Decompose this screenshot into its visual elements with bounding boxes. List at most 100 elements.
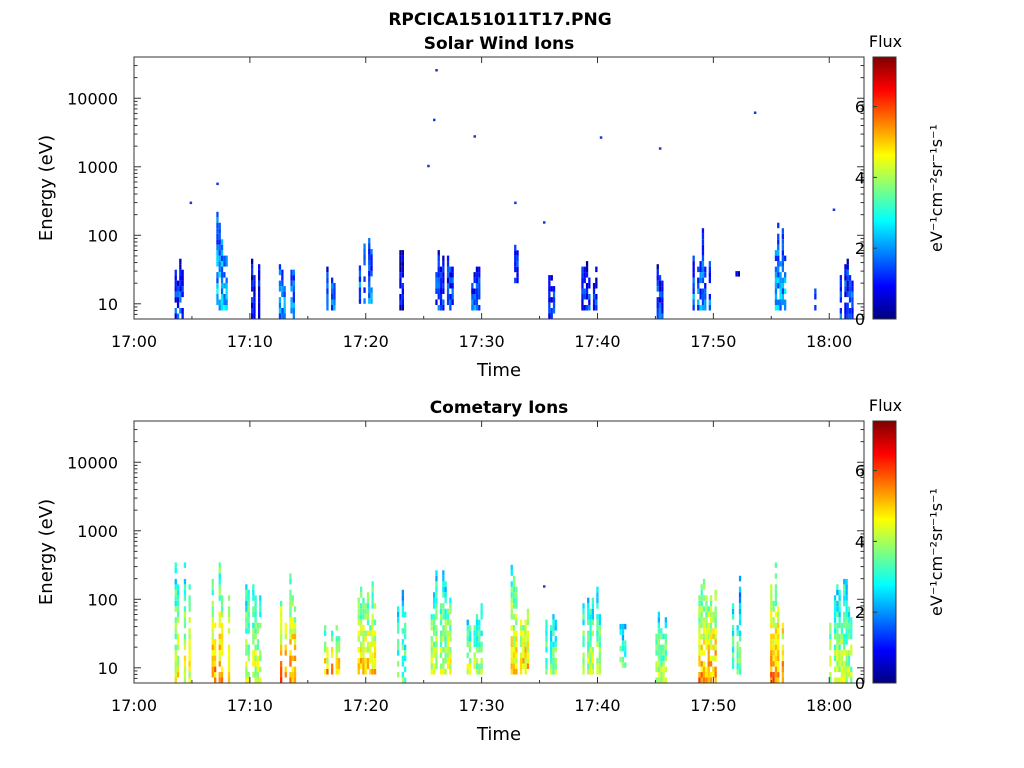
spectrogram-cell: [397, 622, 400, 629]
spectrogram-cell: [770, 644, 773, 651]
spectrogram-cell: [524, 647, 527, 653]
spectrogram-cell: [360, 619, 363, 626]
spectrogram-cell: [598, 625, 601, 631]
spectrogram-cell: [838, 633, 841, 640]
spectrogram-cell: [259, 677, 262, 683]
spectrogram-cell: [656, 264, 659, 270]
spectrogram-cell: [254, 633, 257, 640]
colorbar-unit-label: eV⁻¹cm⁻²sr⁻¹s⁻¹: [927, 488, 946, 616]
spectrogram-cell: [587, 669, 590, 675]
spectrogram-cell: [844, 280, 847, 287]
colorbar: [872, 56, 897, 320]
spectrogram-cell: [596, 663, 599, 669]
spectrogram-cell: [589, 619, 592, 626]
spectrogram-cell: [281, 308, 284, 314]
spectrogram-cell: [292, 280, 295, 287]
x-tick-label: 17:50: [690, 332, 736, 351]
spectrogram-cell: [550, 308, 553, 314]
spectrogram-cell: [698, 633, 701, 640]
spectrogram-cell: [404, 628, 407, 634]
spectrogram-cell: [289, 578, 292, 585]
spectrogram-cell: [176, 606, 180, 612]
spectrogram-cell: [451, 283, 454, 289]
spectrogram-cell: [188, 639, 191, 645]
spectrogram-cell: [253, 286, 256, 292]
spectrogram-cell: [839, 297, 842, 303]
spectrogram-cell: [581, 299, 584, 305]
spectrogram-cell: [291, 677, 294, 683]
spectrogram-cell: [439, 652, 443, 658]
spectrogram-cell: [582, 608, 585, 615]
spectrogram-cell: [514, 255, 517, 262]
spectrogram-cell: [360, 614, 363, 620]
spectrogram-cell: [220, 677, 224, 683]
spectrogram-cell: [772, 672, 775, 678]
spectrogram-cell: [433, 603, 436, 609]
spectrogram-cell: [587, 663, 590, 669]
spectrogram-cell: [708, 266, 711, 273]
spectrogram-cell: [289, 573, 292, 579]
spectrogram-cell: [366, 619, 370, 626]
spectrogram-cell: [220, 650, 224, 656]
spectrogram-cell: [591, 614, 594, 620]
spectrogram-cell: [446, 272, 450, 278]
spectrogram-cell: [515, 586, 518, 593]
spectrogram-cell: [660, 633, 663, 640]
spectrogram-cell: [293, 633, 297, 640]
spectrogram-cell: [446, 652, 450, 658]
spectrogram-cell: [838, 617, 841, 623]
spectrogram-cell: [290, 269, 293, 276]
spectrogram-cell: [554, 663, 557, 669]
spectrogram-cell: [545, 641, 548, 648]
spectrogram-cell: [446, 636, 450, 642]
spectrogram-cell: [466, 652, 469, 658]
spectrogram-cell: [214, 639, 217, 645]
spectrogram-cell: [550, 658, 553, 664]
spectrogram-cell: [289, 600, 292, 607]
spectrogram-cell: [358, 276, 362, 282]
spectrogram-cell: [777, 672, 780, 678]
spectrogram-cell: [258, 291, 261, 298]
spectrogram-cell: [838, 655, 841, 662]
spectrogram-cell: [784, 272, 787, 278]
spectrogram-cell: [774, 666, 778, 673]
spectrogram-cell: [777, 250, 780, 256]
spectrogram-cell: [692, 294, 695, 300]
spectrogram-cell: [280, 633, 283, 640]
spectrogram-cell: [548, 291, 551, 298]
spectrogram-cell: [220, 606, 224, 612]
spectrogram-cell: [774, 573, 778, 579]
spectrogram-cell: [512, 658, 516, 664]
spectrogram-cell: [774, 283, 778, 289]
spectrogram-cell: [772, 644, 775, 651]
spectrogram-cell: [176, 644, 180, 651]
spectrogram-cell: [435, 641, 438, 648]
spectrogram-cell: [662, 666, 665, 673]
spectrogram-cell: [512, 575, 516, 582]
spectrogram-cell: [595, 266, 598, 273]
spectrogram-cell: [401, 611, 404, 618]
spectrogram-cell: [401, 288, 404, 294]
spectrogram-cell: [585, 261, 589, 267]
plot-area-frame: [133, 420, 865, 684]
spectrogram-cell: [478, 283, 481, 289]
sparse-data-point: [473, 135, 476, 138]
spectrogram-cell: [585, 305, 589, 311]
spectrogram-cell: [174, 650, 177, 656]
spectrogram-cell: [836, 628, 839, 634]
spectrogram-cell: [404, 644, 407, 651]
spectrogram-cell: [843, 633, 846, 640]
spectrogram-cell: [399, 261, 402, 267]
spectrogram-cell: [699, 305, 702, 311]
spectrogram-cell: [439, 669, 443, 675]
spectrogram-cell: [552, 302, 556, 309]
spectrogram-cell: [331, 652, 334, 658]
spectrogram-cell: [777, 644, 780, 651]
spectrogram-cell: [662, 661, 665, 667]
spectrogram-cell: [188, 666, 191, 673]
spectrogram-cell: [439, 277, 443, 284]
spectrogram-cell: [591, 669, 594, 675]
spectrogram-cell: [582, 652, 585, 658]
spectrogram-cell: [655, 661, 658, 667]
spectrogram-cell: [587, 630, 590, 637]
